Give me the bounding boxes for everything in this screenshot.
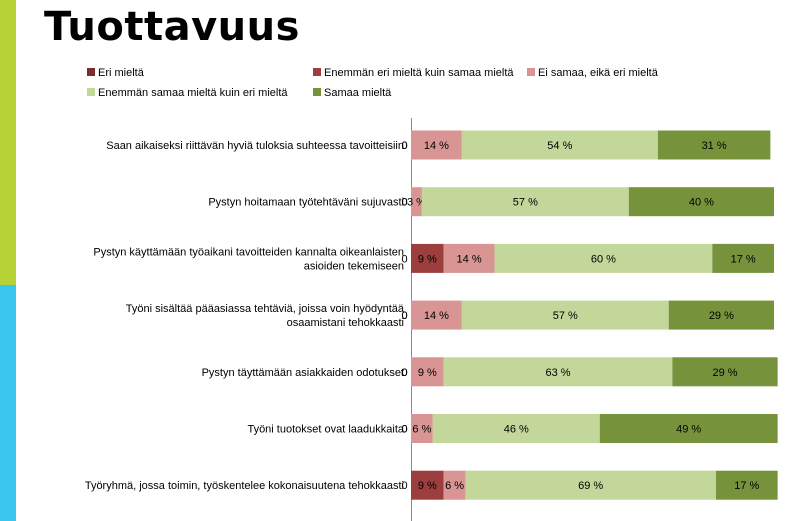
bar-segment xyxy=(411,130,462,160)
legend-label: Enemmän eri mieltä kuin samaa mieltä xyxy=(324,67,514,79)
data-label: 69 % xyxy=(578,480,603,492)
legend-label: Ei samaa, eikä eri mieltä xyxy=(538,67,659,79)
data-label: 63 % xyxy=(545,367,570,379)
data-label: 9 % xyxy=(418,253,437,265)
category-label: Työryhmä, jossa toimin, työskentelee kok… xyxy=(85,480,404,492)
data-label: 6 % xyxy=(445,480,464,492)
legend-swatch xyxy=(87,68,95,76)
legend-swatch xyxy=(87,88,95,96)
data-label: 17 % xyxy=(731,253,756,265)
slide-title: Tuottavuus xyxy=(44,4,300,50)
bar-segment xyxy=(461,300,669,330)
bar-segment xyxy=(411,243,444,273)
bar-segment xyxy=(432,414,600,443)
bar-segment xyxy=(411,187,422,217)
bar-segment xyxy=(599,414,778,443)
bar-segment xyxy=(715,470,778,500)
legend-swatch xyxy=(313,68,321,76)
bar-segment xyxy=(628,187,774,217)
data-label: 29 % xyxy=(712,367,737,379)
data-label: 49 % xyxy=(676,424,701,436)
category-label: Saan aikaiseksi riittävän hyviä tuloksia… xyxy=(106,140,404,152)
category-label: Pystyn hoitamaan työtehtäväni sujuvasti xyxy=(208,197,404,209)
data-label: 14 % xyxy=(424,310,449,322)
legend-label: Eri mieltä xyxy=(98,67,145,79)
bar-segment xyxy=(668,300,774,330)
bar-segment xyxy=(465,470,716,500)
category-label: Työni tuotokset ovat laadukkaita xyxy=(247,424,404,436)
data-label: 14 % xyxy=(457,253,482,265)
bar-segment xyxy=(672,357,778,387)
category-label: Työni sisältää pääasiassa tehtäviä, jois… xyxy=(126,303,405,329)
bar-segment xyxy=(443,243,495,273)
data-label: 9 % xyxy=(418,480,437,492)
data-label: 14 % xyxy=(424,140,449,152)
legend-swatch xyxy=(313,88,321,96)
bar-segment xyxy=(443,357,673,387)
bar-segment xyxy=(411,470,444,500)
bar-segment xyxy=(712,243,774,273)
category-label: Pystyn käyttämään työaikani tavoitteiden… xyxy=(93,246,404,272)
data-label: 40 % xyxy=(689,197,714,209)
data-label: 54 % xyxy=(547,140,572,152)
data-label: 57 % xyxy=(513,197,538,209)
data-label: 31 % xyxy=(702,140,727,152)
bar-segment xyxy=(443,470,466,500)
data-label: 60 % xyxy=(591,253,616,265)
accent-bar-top xyxy=(0,0,16,285)
legend-label: Enemmän samaa mieltä kuin eri mieltä xyxy=(98,87,288,99)
data-label: 3 % xyxy=(407,197,426,209)
legend-label: Samaa mieltä xyxy=(324,87,392,99)
bar-segment xyxy=(657,130,771,160)
category-label: Pystyn täyttämään asiakkaiden odotukset xyxy=(202,367,404,379)
data-label: 6 % xyxy=(412,424,431,436)
data-label: 46 % xyxy=(504,424,529,436)
data-label: 17 % xyxy=(734,480,759,492)
bar-segment xyxy=(461,130,658,160)
bar-segment xyxy=(411,357,444,387)
bar-segment xyxy=(494,243,713,273)
data-label: 9 % xyxy=(418,367,437,379)
bar-segment xyxy=(411,300,462,330)
bar-segment xyxy=(411,414,433,443)
data-label: 29 % xyxy=(709,310,734,322)
bar-segment xyxy=(421,187,629,217)
accent-bar-bottom xyxy=(0,285,16,521)
legend-swatch xyxy=(527,68,535,76)
data-label: 57 % xyxy=(553,310,578,322)
